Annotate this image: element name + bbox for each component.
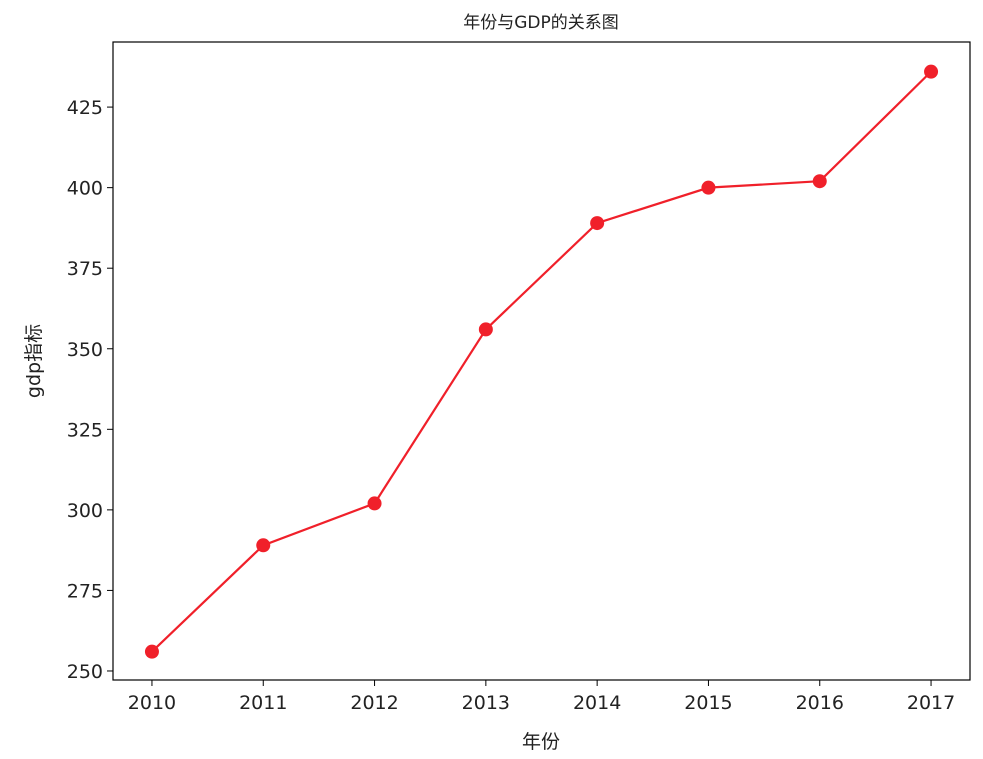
x-tick-label: 2013 — [462, 692, 510, 714]
x-tick-label: 2011 — [239, 692, 287, 714]
y-tick-label: 300 — [67, 500, 103, 522]
data-point — [144, 644, 159, 659]
y-tick-label: 350 — [67, 339, 103, 361]
data-point — [367, 496, 382, 511]
x-tick-label: 2010 — [128, 692, 176, 714]
plot-area — [112, 41, 971, 681]
data-point — [812, 174, 827, 189]
y-tick-label: 425 — [67, 97, 103, 119]
x-tick-label: 2015 — [684, 692, 732, 714]
x-tick-label: 2012 — [350, 692, 398, 714]
series-line — [151, 70, 932, 653]
y-axis-label: gdp指标 — [23, 324, 45, 398]
x-tick-label: 2016 — [796, 692, 844, 714]
chart-title: 年份与GDP的关系图 — [463, 13, 619, 33]
data-point — [256, 538, 271, 553]
y-tick-label: 375 — [67, 258, 103, 280]
y-tick-label: 400 — [67, 178, 103, 200]
y-tick-label: 250 — [67, 661, 103, 683]
y-tick-label: 325 — [67, 419, 103, 441]
x-axis-label: 年份 — [522, 731, 560, 753]
x-tick-label: 2017 — [907, 692, 955, 714]
data-point — [590, 216, 605, 231]
data-point — [701, 180, 716, 195]
x-tick-label: 2014 — [573, 692, 621, 714]
data-point — [478, 322, 493, 337]
data-point — [924, 64, 939, 79]
y-tick-label: 275 — [67, 580, 103, 602]
